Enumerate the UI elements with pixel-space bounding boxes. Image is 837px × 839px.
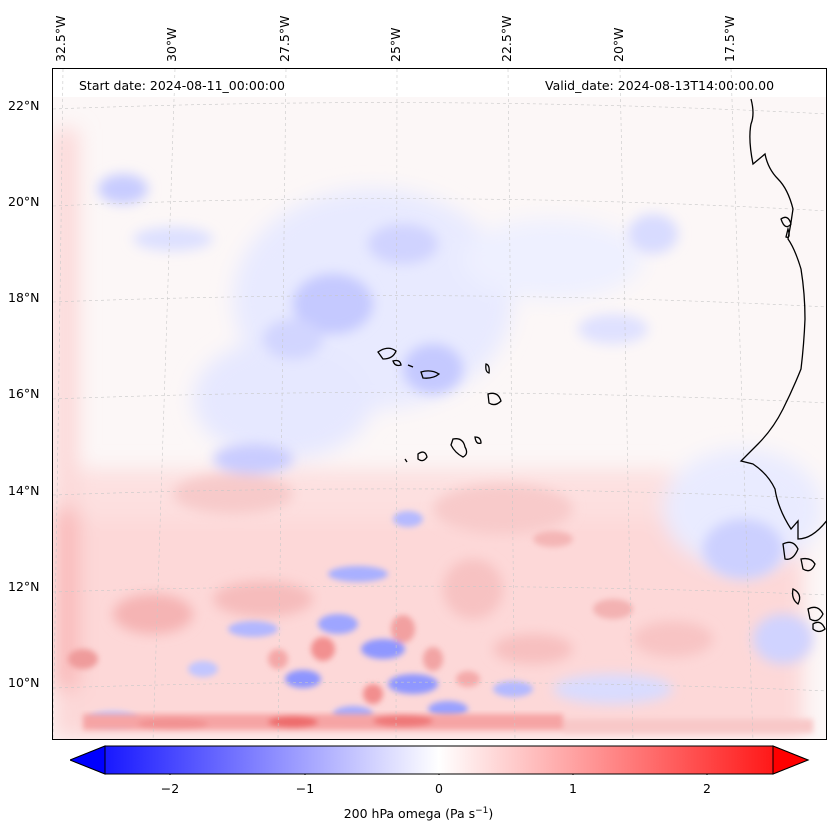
- lat-label-12n: 12°N: [8, 579, 40, 594]
- colorbar-label-sup: −1: [475, 806, 489, 816]
- omega-field-map: [53, 69, 826, 739]
- lat-label-18n: 18°N: [8, 290, 40, 305]
- colorbar-low-extend: [70, 745, 106, 775]
- lat-label-14n: 14°N: [8, 483, 40, 498]
- lat-label-10n: 10°N: [8, 675, 40, 690]
- lat-label-20n: 20°N: [8, 194, 40, 209]
- colorbar-tick-2: 2: [703, 781, 711, 796]
- lon-label-25w: 25°W: [388, 27, 403, 62]
- colorbar: [70, 745, 810, 775]
- cape-verde-islands: [377, 347, 502, 463]
- colorbar-tick-marks: [169, 774, 708, 775]
- colorbar-high-extend: [772, 745, 810, 775]
- colorbar-tick-neg1: −1: [295, 781, 315, 796]
- field-mid-features: [98, 174, 813, 704]
- start-date-label: Start date: 2024-08-11_00:00:00: [77, 78, 287, 93]
- lat-label-16n: 16°N: [8, 386, 40, 401]
- lon-label-30w: 30°W: [164, 27, 179, 62]
- lat-label-22n: 22°N: [8, 98, 40, 113]
- lon-label-27-5w: 27.5°W: [277, 15, 292, 62]
- field-fine-features: [68, 511, 633, 727]
- colorbar-label: 200 hPa omega (Pa s−1): [0, 806, 837, 821]
- colorbar-tick-neg2: −2: [160, 781, 180, 796]
- colorbar-label-end: ): [488, 806, 494, 822]
- coastline: [739, 98, 826, 633]
- lon-label-17-5w: 17.5°W: [722, 15, 737, 62]
- valid-date-label: Valid_date: 2024-08-13T14:00:00.00: [543, 78, 777, 93]
- colorbar-body: [70, 745, 810, 775]
- lon-label-22-5w: 22.5°W: [499, 15, 514, 62]
- colorbar-tick-0: 0: [435, 781, 443, 796]
- gridlines: [53, 69, 826, 739]
- lon-label-32-5w: 32.5°W: [53, 15, 68, 62]
- field-southern-band: [83, 714, 813, 733]
- colorbar-tick-1: 1: [569, 781, 577, 796]
- lon-label-20w: 20°W: [611, 27, 626, 62]
- map-panel[interactable]: [52, 68, 827, 740]
- colorbar-label-main: 200 hPa omega (Pa s: [343, 806, 476, 822]
